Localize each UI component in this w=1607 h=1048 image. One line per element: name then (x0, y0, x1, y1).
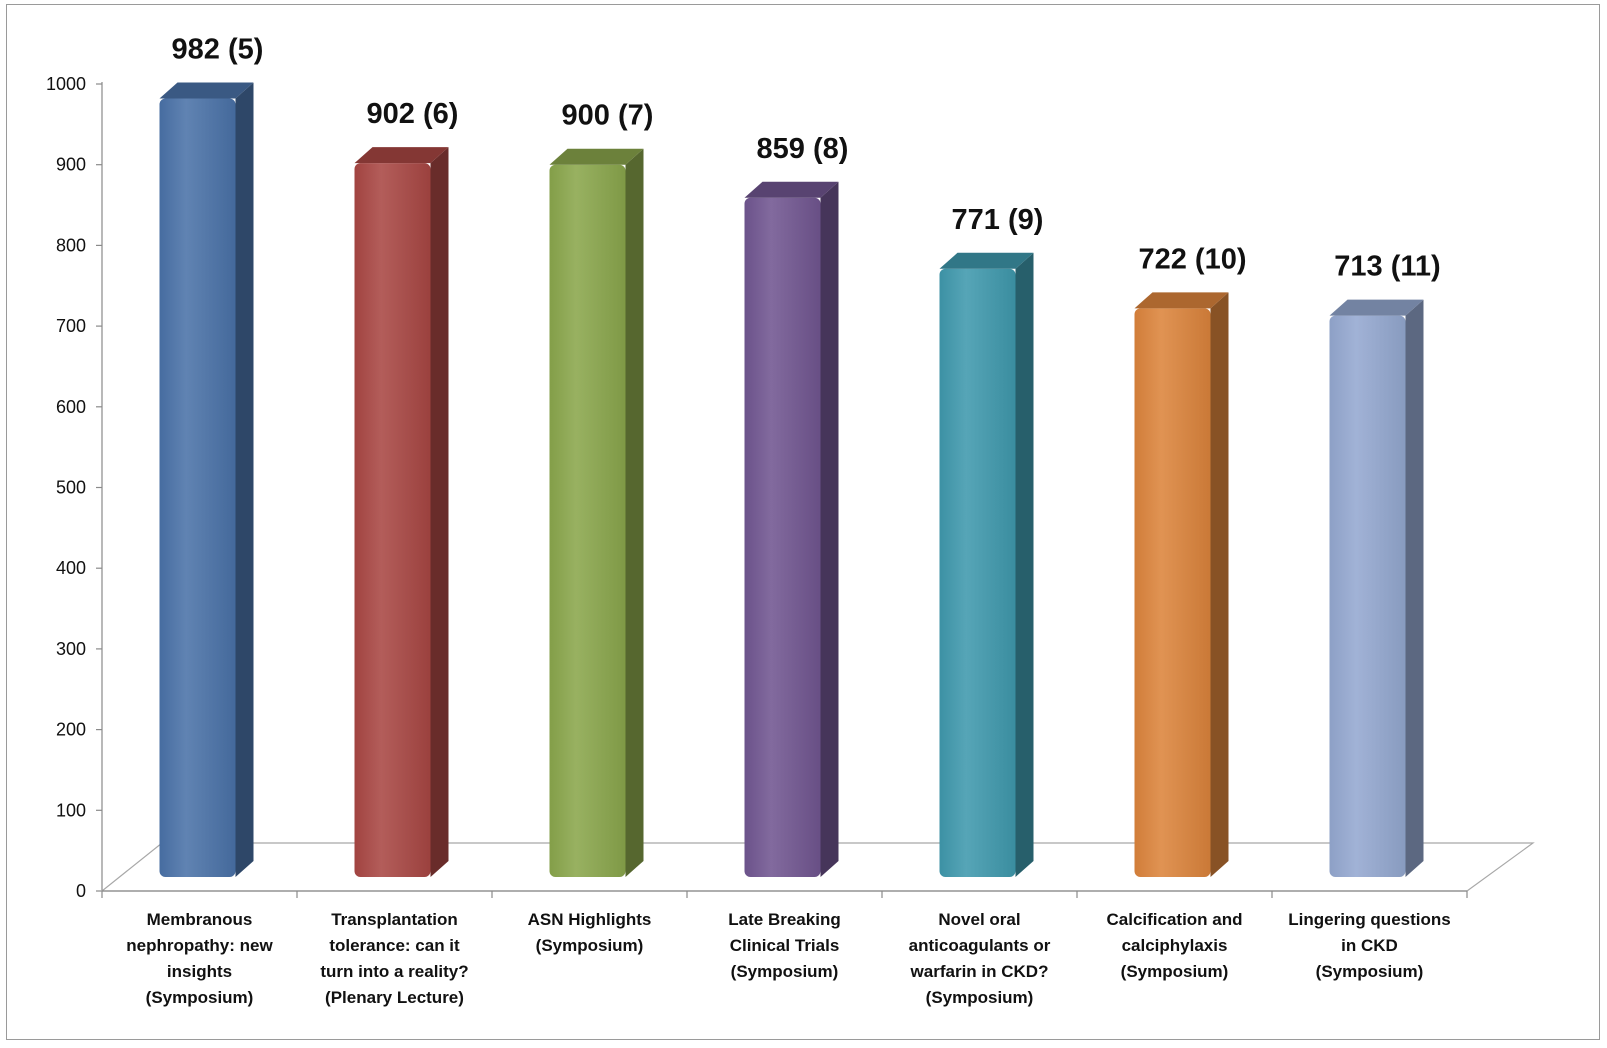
y-tick-label: 500 (56, 478, 86, 498)
bar-top (354, 147, 449, 164)
y-tick-label: 300 (56, 639, 86, 659)
y-tick-label: 800 (56, 235, 86, 255)
bar (1134, 292, 1229, 877)
data-label: 713 (11) (1334, 251, 1440, 283)
bar-top (1134, 292, 1229, 309)
data-label: 859 (8) (757, 133, 849, 165)
bar-side (1210, 292, 1229, 877)
bar (549, 148, 644, 877)
y-tick-label: 600 (56, 397, 86, 417)
bar-front (939, 268, 1016, 878)
x-category-label: (Symposium) (926, 988, 1034, 1007)
x-category-label: (Symposium) (1121, 962, 1229, 981)
y-tick-label: 1000 (46, 74, 86, 94)
x-category-label: insights (167, 962, 232, 981)
bar-chart: 0 100 200 300 400 500 600 700 800 900 1000 982 (5)… (46, 34, 1535, 1007)
x-category-label: Clinical Trials (730, 936, 840, 955)
bar (354, 147, 449, 877)
bar-side (235, 82, 254, 877)
axis-layer: 0 100 200 300 400 500 600 700 800 900 1000 (46, 74, 1535, 901)
bar-front (1134, 308, 1211, 877)
bar-side (1405, 299, 1424, 877)
bar-front (744, 197, 821, 878)
x-category-label: calciphylaxis (1122, 936, 1228, 955)
y-tick-label: 700 (56, 316, 86, 336)
bar-top (939, 252, 1034, 269)
bar-front (159, 98, 236, 877)
bar-side (625, 148, 644, 877)
bar-top (159, 82, 254, 99)
data-label: 982 (5) (172, 34, 264, 66)
bar (159, 82, 254, 877)
x-category-label: Calcification and (1106, 910, 1242, 929)
y-tick-label: 200 (56, 720, 86, 740)
x-category-label: (Plenary Lecture) (325, 988, 464, 1007)
bar-top (744, 181, 839, 198)
x-category-label: nephropathy: new (126, 936, 273, 955)
bar-side (1015, 252, 1034, 878)
y-tick-label: 0 (76, 881, 86, 901)
chart-frame: 0 100 200 300 400 500 600 700 800 900 1000 982 (5)… (6, 4, 1600, 1040)
labels-layer: 982 (5) Membranous nephropathy: new insight… (126, 34, 1450, 1007)
bar-top (549, 148, 644, 165)
bar-front (549, 164, 626, 877)
bar (744, 181, 839, 878)
y-tick-label: 900 (56, 155, 86, 175)
x-category-label: anticoagulants or (909, 936, 1051, 955)
x-category-label: Membranous (147, 910, 253, 929)
x-category-label: (Symposium) (1316, 962, 1424, 981)
y-tick-label: 100 (56, 800, 86, 820)
y-tick-label: 400 (56, 558, 86, 578)
bar-side (820, 181, 839, 878)
bar (1329, 299, 1424, 877)
x-category-label: (Symposium) (146, 988, 254, 1007)
bar-side (430, 147, 449, 877)
data-label: 771 (9) (952, 204, 1044, 236)
x-category-label: ASN Highlights (528, 910, 652, 929)
x-category-label: turn into a reality? (320, 962, 468, 981)
bar-top (1329, 299, 1424, 316)
bar (939, 252, 1034, 878)
x-category-label: (Symposium) (536, 936, 644, 955)
data-label: 722 (10) (1138, 243, 1246, 275)
bars-layer (159, 82, 1424, 878)
data-label: 902 (6) (367, 98, 459, 130)
x-category-label: (Symposium) (731, 962, 839, 981)
x-category-label: Transplantation (331, 910, 458, 929)
x-category-label: Lingering questions (1288, 910, 1450, 929)
x-category-label: in CKD (1341, 936, 1398, 955)
bar-front (1329, 315, 1406, 877)
x-category-label: Late Breaking (728, 910, 840, 929)
x-category-label: warfarin in CKD? (910, 962, 1049, 981)
data-label: 900 (7) (562, 100, 654, 132)
bar-front (354, 163, 431, 877)
x-category-label: tolerance: can it (329, 936, 460, 955)
x-category-label: Novel oral (938, 910, 1020, 929)
